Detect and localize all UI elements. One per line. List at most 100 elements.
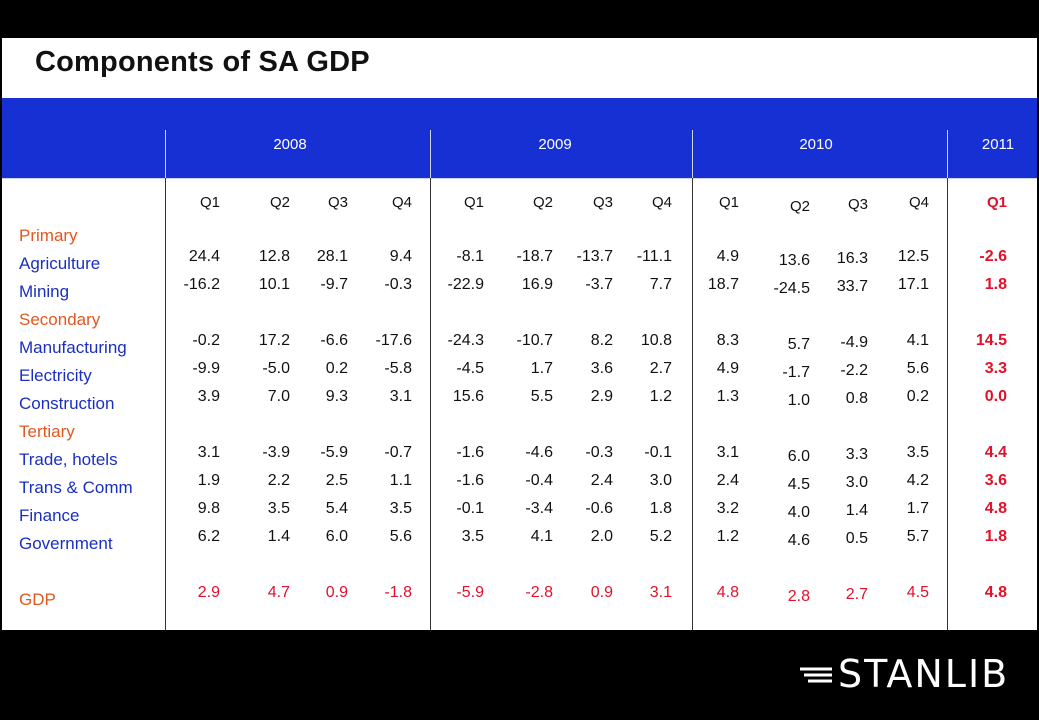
- table-cell: 3.1: [389, 388, 412, 405]
- table-cell: 2.9: [590, 388, 613, 405]
- table-cell: -0.1: [456, 500, 484, 517]
- table-cell: 3.5: [461, 528, 484, 545]
- quarter-header-2011-q1: Q1: [986, 194, 1007, 211]
- stanlib-wings-icon: [800, 667, 832, 683]
- quarter-header-2010-q2: Q2: [789, 198, 810, 215]
- table-cell: 5.7: [906, 528, 929, 545]
- body-divider-4: [947, 178, 948, 630]
- table-cell: -0.4: [525, 472, 553, 489]
- table-cell: 1.1: [389, 472, 412, 489]
- header-divider: [2, 178, 1037, 179]
- table-cell: -5.9: [456, 584, 484, 601]
- table-cell: 28.1: [316, 248, 348, 265]
- table-cell: -11.1: [636, 248, 672, 265]
- table-cell: 1.8: [984, 276, 1007, 293]
- table-cell: -13.7: [576, 248, 613, 265]
- table-cell: -2.2: [840, 362, 868, 379]
- quarter-header-2008-q2: Q2: [269, 194, 290, 211]
- table-cell: 10.8: [640, 332, 672, 349]
- table-cell: -0.3: [384, 276, 412, 293]
- page-title: Components of SA GDP: [35, 46, 370, 78]
- table-cell: 1.8: [984, 528, 1007, 545]
- table-cell: -4.6: [525, 444, 553, 461]
- table-cell: 4.5: [787, 476, 810, 493]
- table-cell: 7.7: [649, 276, 672, 293]
- row-label-electricity: Electricity: [19, 366, 92, 385]
- table-cell: 16.9: [521, 276, 553, 293]
- table-cell: 12.8: [258, 248, 290, 265]
- table-cell: -24.3: [447, 332, 484, 349]
- table-cell: -5.8: [384, 360, 412, 377]
- table-cell: -4.9: [840, 334, 868, 351]
- table-cell: 12.5: [897, 248, 929, 265]
- table-cell: 2.4: [590, 472, 613, 489]
- table-cell: -1.8: [384, 584, 412, 601]
- table-cell: 3.3: [984, 360, 1007, 377]
- slide: Components of SA GDP 2008 2009 2010 2011…: [2, 38, 1037, 630]
- table-cell: -18.7: [516, 248, 553, 265]
- year-2009: 2009: [538, 136, 572, 153]
- table-cell: 4.1: [906, 332, 929, 349]
- table-cell: -3.7: [585, 276, 613, 293]
- table-cell: 3.0: [649, 472, 672, 489]
- row-label-trade-hotels: Trade, hotels: [19, 450, 118, 469]
- row-label-gdp: GDP: [19, 590, 56, 609]
- table-cell: -9.7: [320, 276, 348, 293]
- quarter-header-2009-q2: Q2: [532, 194, 553, 211]
- table-cell: 0.5: [845, 530, 868, 547]
- quarter-header-2009-q4: Q4: [651, 194, 672, 211]
- table-cell: 4.0: [787, 504, 810, 521]
- table-cell: -1.6: [456, 472, 484, 489]
- table-cell: 33.7: [836, 278, 868, 295]
- table-cell: -22.9: [447, 276, 484, 293]
- table-cell: -0.2: [192, 332, 220, 349]
- table-cell: 3.6: [590, 360, 613, 377]
- quarter-header-2010-q4: Q4: [908, 194, 929, 211]
- table-cell: 8.3: [716, 332, 739, 349]
- quarter-header-2008-q4: Q4: [391, 194, 412, 211]
- table-cell: 4.8: [716, 584, 739, 601]
- table-cell: -1.6: [456, 444, 484, 461]
- brand-name: STANLIB: [838, 652, 1010, 696]
- table-cell: -0.3: [585, 444, 613, 461]
- quarter-header-2008-q3: Q3: [327, 194, 348, 211]
- table-cell: -10.7: [516, 332, 553, 349]
- table-cell: 4.4: [984, 444, 1007, 461]
- table-cell: -24.5: [773, 280, 810, 297]
- table-cell: -9.9: [192, 360, 220, 377]
- table-cell: 4.9: [716, 248, 739, 265]
- row-label-government: Government: [19, 534, 113, 553]
- table-cell: 4.2: [906, 472, 929, 489]
- table-cell: 9.3: [325, 388, 348, 405]
- table-cell: 1.7: [906, 500, 929, 517]
- year-2011: 2011: [981, 136, 1015, 153]
- table-cell: 2.7: [649, 360, 672, 377]
- table-cell: 8.2: [590, 332, 613, 349]
- table-cell: 1.0: [787, 392, 810, 409]
- year-2008: 2008: [273, 136, 307, 153]
- table-cell: 7.0: [267, 388, 290, 405]
- year-2010: 2010: [799, 136, 833, 153]
- table-cell: 2.0: [590, 528, 613, 545]
- table-cell: 3.5: [389, 500, 412, 517]
- header-divider-3: [692, 130, 693, 178]
- table-cell: 1.4: [845, 502, 868, 519]
- table-cell: 6.2: [197, 528, 220, 545]
- table-cell: 0.2: [325, 360, 348, 377]
- table-cell: -3.4: [525, 500, 553, 517]
- table-cell: 1.7: [530, 360, 553, 377]
- table-cell: 24.4: [188, 248, 220, 265]
- table-cell: -0.7: [384, 444, 412, 461]
- table-cell: 4.9: [716, 360, 739, 377]
- table-cell: -8.1: [456, 248, 484, 265]
- table-cell: -16.2: [183, 276, 220, 293]
- table-cell: 5.2: [649, 528, 672, 545]
- table-cell: 0.8: [845, 390, 868, 407]
- table-cell: 4.5: [906, 584, 929, 601]
- quarter-header-2008-q1: Q1: [199, 194, 220, 211]
- header-bar: [2, 98, 1037, 178]
- table-cell: 3.5: [267, 500, 290, 517]
- table-cell: 4.7: [267, 584, 290, 601]
- table-cell: -3.9: [262, 444, 290, 461]
- table-cell: 1.8: [649, 500, 672, 517]
